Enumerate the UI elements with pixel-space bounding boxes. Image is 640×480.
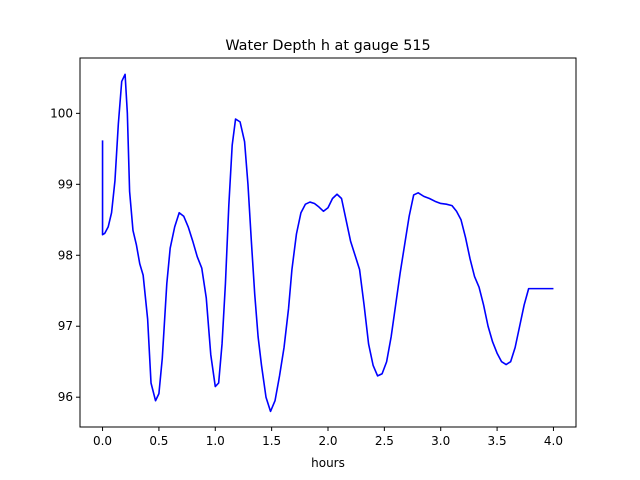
y-axis: 96 97 98 99 100 <box>50 106 80 404</box>
x-tick-label: 2.0 <box>318 434 337 448</box>
x-axis: 0.0 0.5 1.0 1.5 2.0 2.5 3.0 3.5 4.0 <box>93 427 563 448</box>
x-tick-label: 2.5 <box>375 434 394 448</box>
x-tick-label: 3.5 <box>488 434 507 448</box>
x-tick-label: 1.5 <box>262 434 281 448</box>
x-tick-label: 0.0 <box>93 434 112 448</box>
y-tick-label: 98 <box>58 248 73 262</box>
y-tick-label: 100 <box>50 106 73 120</box>
x-axis-label: hours <box>311 456 345 470</box>
series-layer <box>101 73 554 413</box>
y-tick-label: 96 <box>58 390 73 404</box>
x-tick-label: 1.0 <box>206 434 225 448</box>
x-tick-label: 3.0 <box>431 434 450 448</box>
series-line-h <box>101 73 554 413</box>
x-tick-label: 0.5 <box>149 434 168 448</box>
chart-title: Water Depth h at gauge 515 <box>225 38 430 54</box>
y-tick-label: 97 <box>58 319 73 333</box>
x-tick-label: 4.0 <box>544 434 563 448</box>
y-tick-label: 99 <box>58 177 73 191</box>
